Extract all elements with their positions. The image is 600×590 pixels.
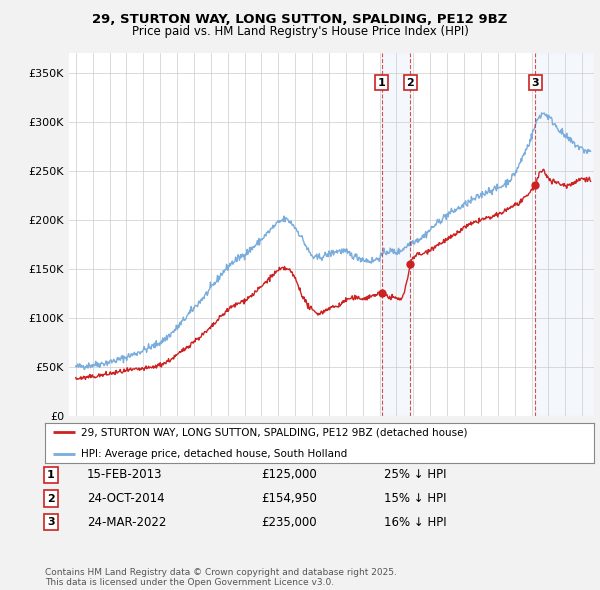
Text: 24-MAR-2022: 24-MAR-2022 [87,516,166,529]
Text: 2: 2 [47,494,55,503]
Text: 16% ↓ HPI: 16% ↓ HPI [384,516,446,529]
Text: 29, STURTON WAY, LONG SUTTON, SPALDING, PE12 9BZ: 29, STURTON WAY, LONG SUTTON, SPALDING, … [92,13,508,26]
Text: £154,950: £154,950 [261,492,317,505]
Text: 25% ↓ HPI: 25% ↓ HPI [384,468,446,481]
Text: 3: 3 [47,517,55,527]
Text: £125,000: £125,000 [261,468,317,481]
Text: £235,000: £235,000 [261,516,317,529]
Text: 15% ↓ HPI: 15% ↓ HPI [384,492,446,505]
Text: 15-FEB-2013: 15-FEB-2013 [87,468,163,481]
Bar [382,53,410,416]
Text: Contains HM Land Registry data © Crown copyright and database right 2025.
This d: Contains HM Land Registry data © Crown c… [45,568,397,587]
Text: 24-OCT-2014: 24-OCT-2014 [87,492,164,505]
Text: 2: 2 [406,77,414,87]
Bar [535,53,594,416]
Text: Price paid vs. HM Land Registry's House Price Index (HPI): Price paid vs. HM Land Registry's House … [131,25,469,38]
Text: 1: 1 [378,77,386,87]
Text: 3: 3 [532,77,539,87]
Text: 1: 1 [47,470,55,480]
Text: HPI: Average price, detached house, South Holland: HPI: Average price, detached house, Sout… [80,449,347,459]
Text: 29, STURTON WAY, LONG SUTTON, SPALDING, PE12 9BZ (detached house): 29, STURTON WAY, LONG SUTTON, SPALDING, … [80,427,467,437]
